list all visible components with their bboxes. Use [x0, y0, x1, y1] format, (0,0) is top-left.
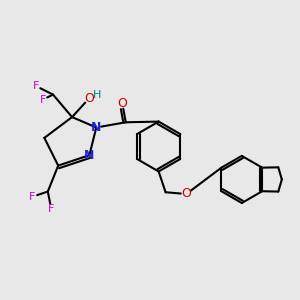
- Text: O: O: [117, 97, 127, 110]
- Text: F: F: [32, 81, 39, 91]
- Text: H: H: [93, 90, 101, 100]
- Text: F: F: [48, 204, 55, 214]
- Text: N: N: [84, 149, 94, 162]
- Text: F: F: [39, 95, 46, 105]
- Text: F: F: [29, 192, 35, 202]
- Text: N: N: [91, 121, 101, 134]
- Text: O: O: [84, 92, 94, 104]
- Text: O: O: [182, 188, 191, 200]
